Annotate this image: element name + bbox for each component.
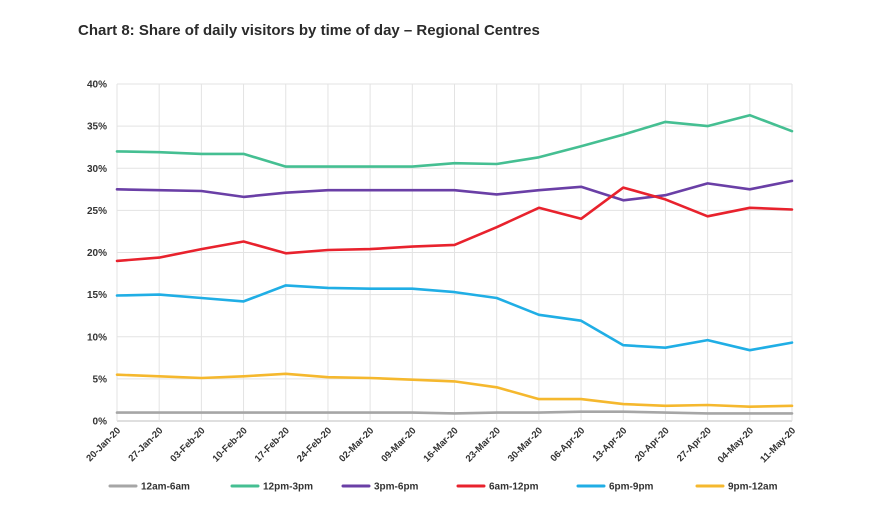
x-tick-label: 17-Feb-20 [253, 425, 292, 464]
x-tick-label: 20-Apr-20 [633, 425, 672, 464]
y-tick-label: 40% [87, 80, 107, 91]
x-tick-label: 27-Jan-20 [127, 425, 166, 464]
chart-title: Chart 8: Share of daily visitors by time… [78, 22, 540, 39]
x-tick-label: 04-May-20 [716, 425, 756, 465]
y-tick-label: 10% [87, 332, 107, 343]
series-line-12am-6am [115, 410, 794, 415]
series-line-9pm-12am [115, 372, 794, 409]
series-line-6pm-9pm [115, 284, 794, 352]
y-tick-label: 5% [93, 374, 108, 385]
x-tick-label: 10-Feb-20 [211, 425, 250, 464]
x-tick-label: 30-Mar-20 [506, 425, 545, 464]
y-tick-label: 30% [87, 164, 107, 175]
x-tick-label: 03-Feb-20 [168, 425, 207, 464]
series-line-6am-12pm [115, 186, 794, 263]
x-tick-label: 02-Mar-20 [337, 425, 376, 464]
x-tick-label: 13-Apr-20 [591, 425, 630, 464]
legend-label: 6pm-9pm [609, 482, 654, 493]
legend-label: 3pm-6pm [374, 482, 419, 493]
y-tick-label: 0% [93, 417, 108, 428]
x-tick-label: 23-Mar-20 [464, 425, 503, 464]
y-tick-label: 15% [87, 290, 107, 301]
x-tick-label: 06-Apr-20 [548, 425, 587, 464]
x-tick-label: 16-Mar-20 [421, 425, 460, 464]
y-tick-label: 20% [87, 248, 107, 259]
y-tick-label: 25% [87, 206, 107, 217]
legend-label: 9pm-12am [728, 482, 778, 493]
legend-label: 6am-12pm [489, 482, 539, 493]
legend-label: 12am-6am [141, 482, 190, 493]
y-tick-label: 35% [87, 122, 107, 133]
x-tick-label: 27-Apr-20 [675, 425, 714, 464]
x-tick-label: 20-Jan-20 [84, 425, 123, 464]
x-tick-label: 09-Mar-20 [379, 425, 418, 464]
x-tick-label: 24-Feb-20 [295, 425, 334, 464]
series-line-12pm-3pm [115, 113, 794, 168]
series-line-3pm-6pm [115, 179, 794, 202]
x-tick-label: 11-May-20 [758, 425, 798, 465]
legend-label: 12pm-3pm [263, 482, 313, 493]
